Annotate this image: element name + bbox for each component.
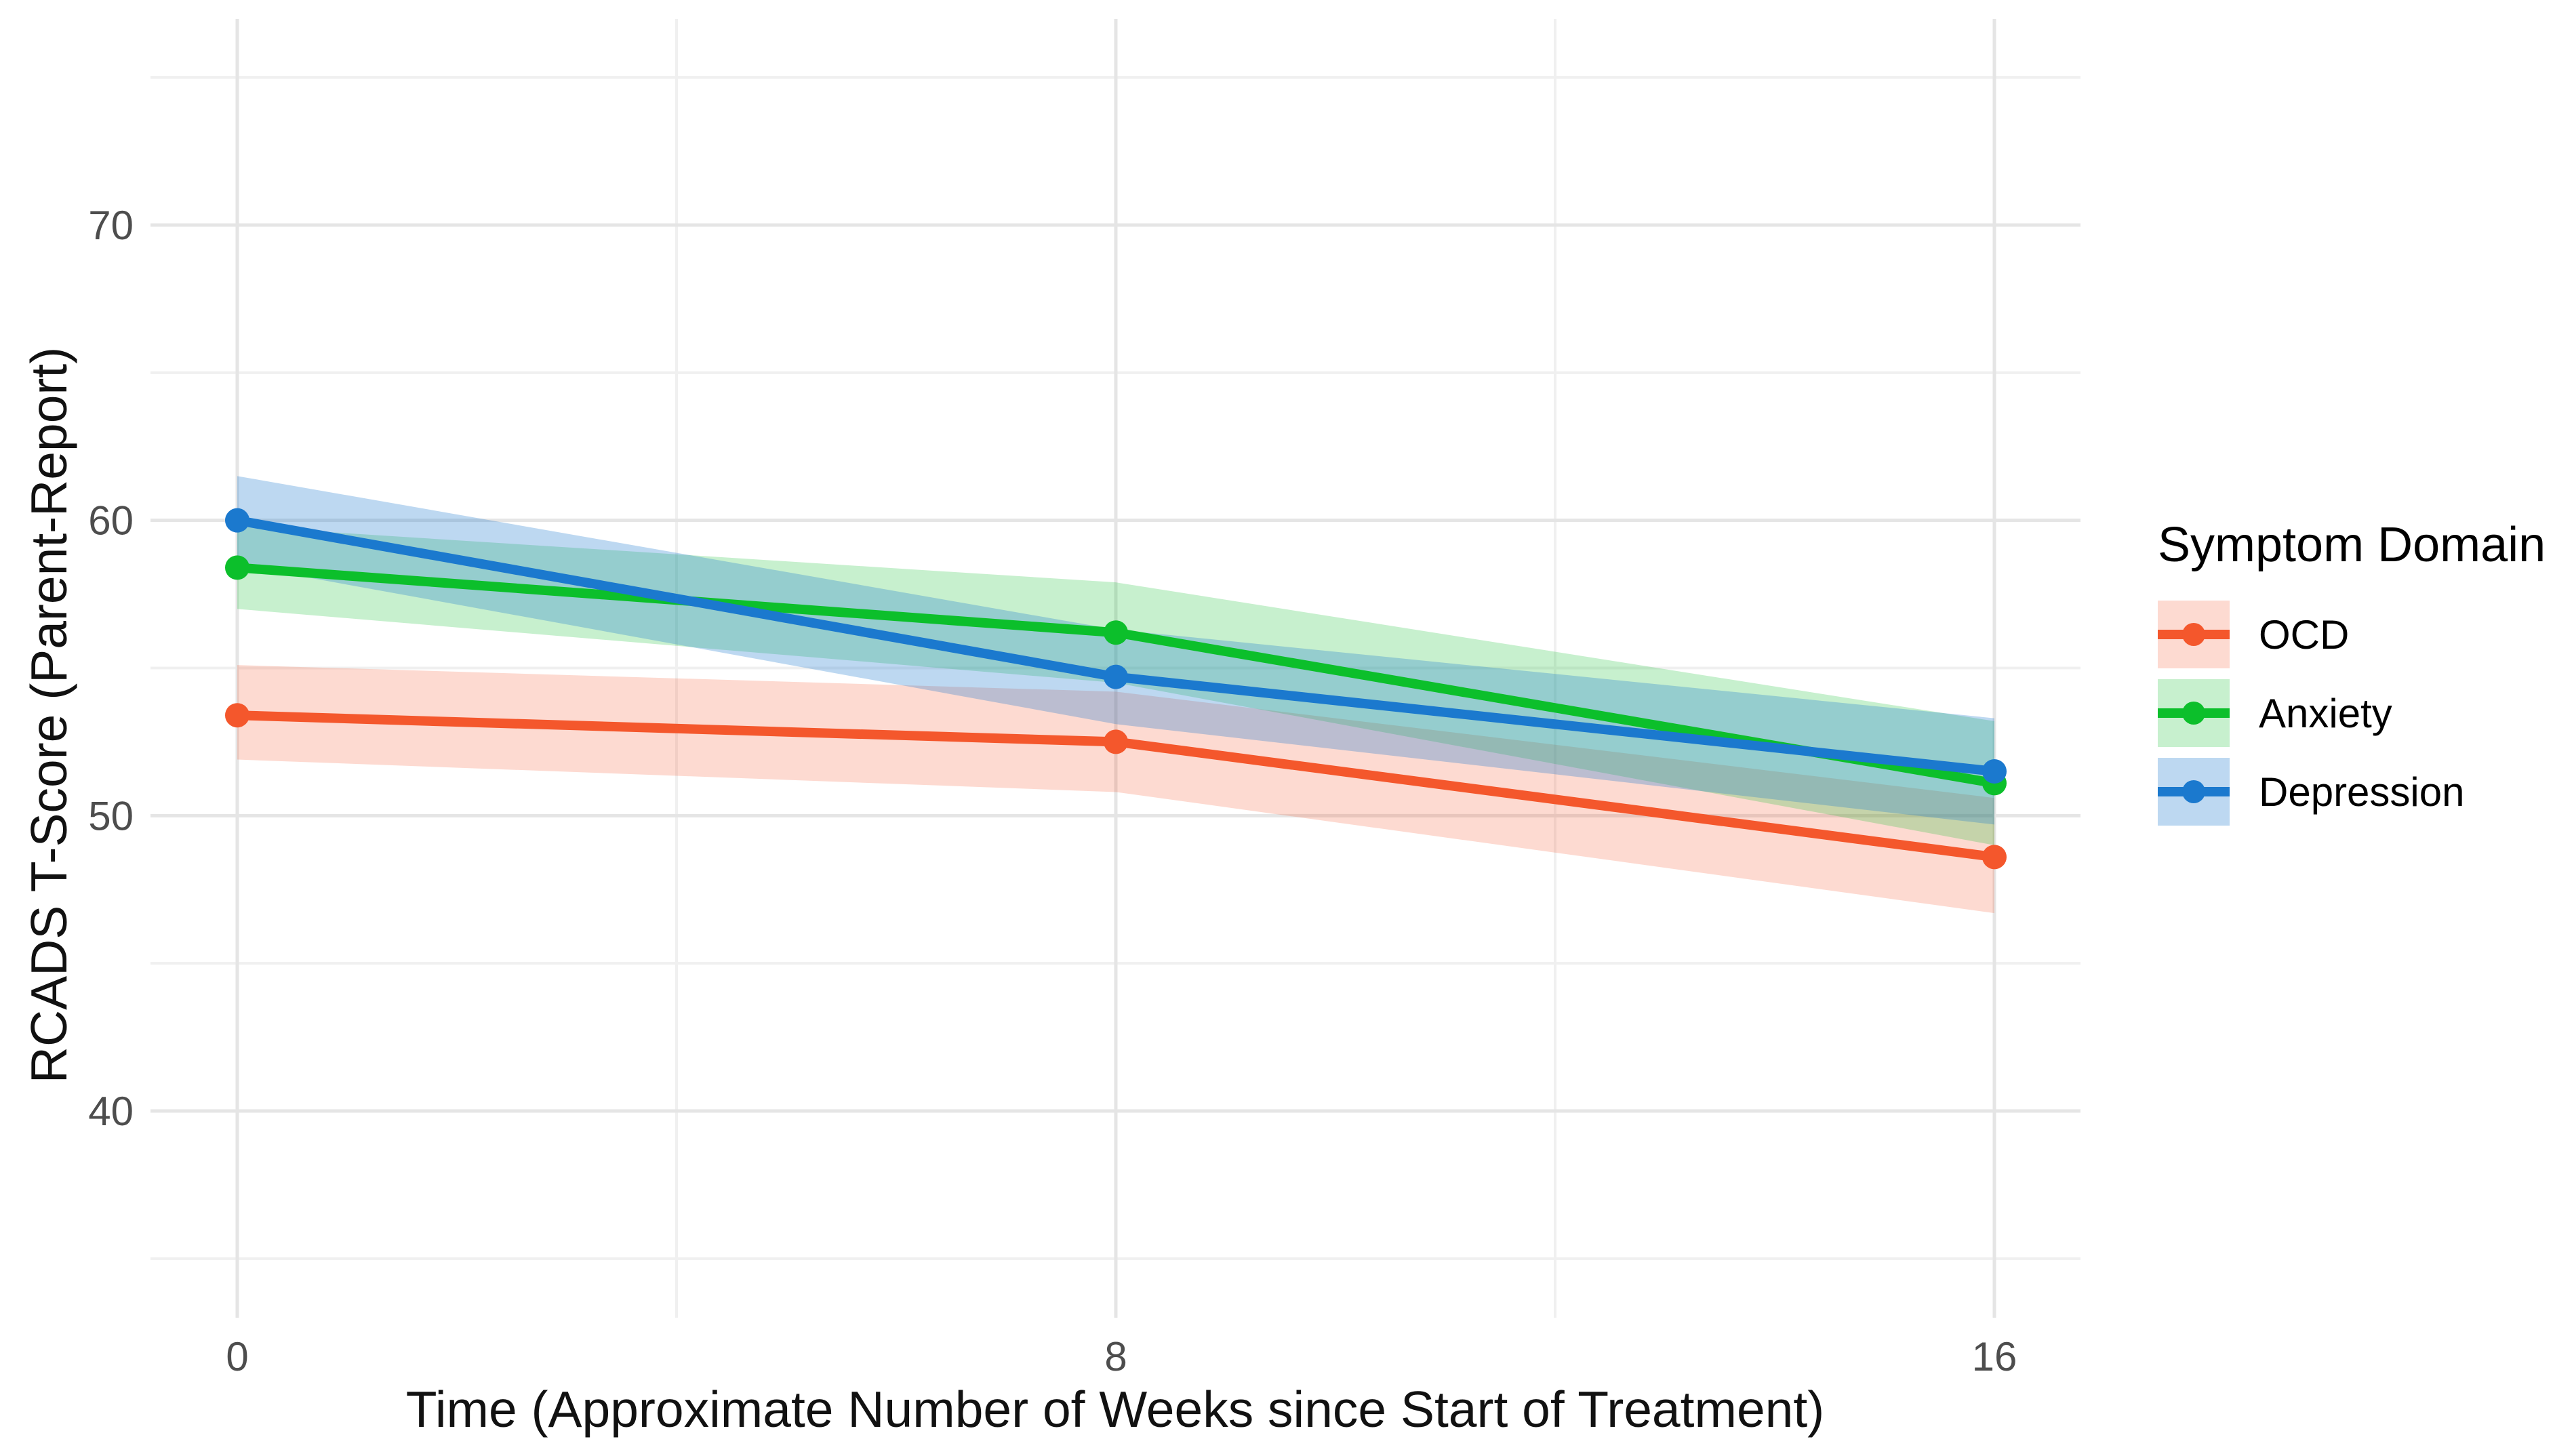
data-point-ocd [1982,845,2007,870]
legend-item-anxiety: Anxiety [2158,679,2546,747]
data-point-depression [225,508,249,533]
x-tick-label: 16 [1972,1334,2017,1379]
data-point-anxiety [225,555,249,580]
ci-ribbon-anxiety [237,526,1994,845]
legend-key-anxiety-icon [2158,679,2230,747]
x-tick-label: 0 [226,1334,248,1379]
legend-title: Symptom Domain [2158,518,2546,572]
data-point-ocd [1104,729,1128,754]
x-axis-title: Time (Approximate Number of Weeks since … [406,1381,1824,1438]
data-point-depression [1982,759,2007,784]
legend-key-dot [2182,702,2205,725]
legend-item-depression: Depression [2158,758,2546,826]
legend-key-dot [2182,780,2205,803]
x-axis-tick-labels: 0 8 16 [226,1334,2017,1379]
legend-item-ocd: OCD [2158,601,2546,668]
legend-label-anxiety: Anxiety [2259,690,2392,736]
y-axis-tick-labels: 40 50 60 70 [88,203,134,1134]
y-axis-title: RCADS T-Score (Parent-Report) [20,347,77,1083]
legend-key-depression-icon [2158,758,2230,826]
legend-key-dot [2182,623,2205,646]
data-point-anxiety [1104,620,1128,645]
legend: Symptom Domain OCD Anxiety Depression [2158,521,2546,826]
y-tick-label: 70 [88,203,134,248]
y-tick-label: 60 [88,498,134,544]
legend-label-ocd: OCD [2259,611,2350,658]
data-points [225,508,2007,870]
data-point-depression [1104,664,1128,689]
x-tick-label: 8 [1104,1334,1127,1379]
legend-key-ocd-icon [2158,601,2230,668]
y-tick-label: 50 [88,793,134,838]
ci-ribbon-depression [237,476,1994,825]
data-point-ocd [225,703,249,728]
y-tick-label: 40 [88,1089,134,1134]
legend-label-depression: Depression [2259,769,2465,815]
